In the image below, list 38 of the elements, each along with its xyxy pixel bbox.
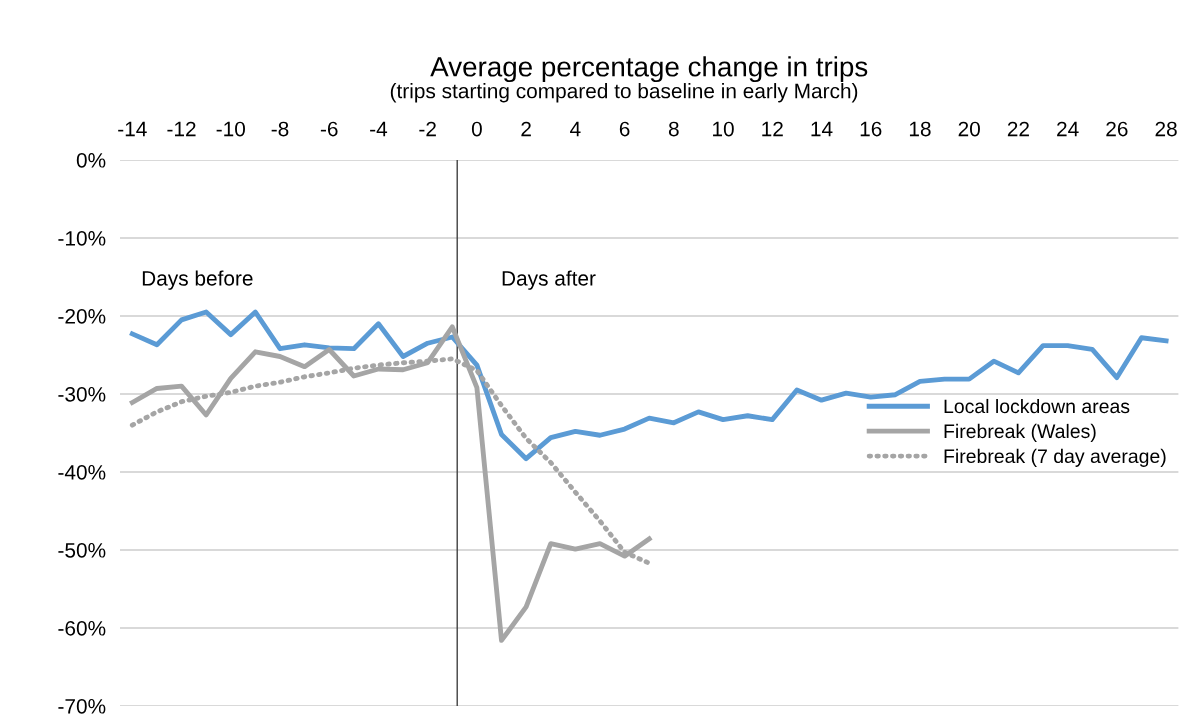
x-tick-label: -12 [167, 121, 196, 137]
x-tick-label: -6 [320, 121, 338, 137]
y-tick-label: -40% [58, 464, 106, 480]
x-tick-label: 8 [668, 121, 679, 137]
annotation: Days after [502, 270, 596, 290]
x-tick-label: 4 [570, 121, 581, 137]
x-tick-label: 14 [811, 121, 833, 137]
y-tick-label: -20% [58, 308, 106, 324]
x-tick-label: 0 [471, 121, 482, 137]
x-tick-label: -14 [118, 121, 147, 137]
chart-subtitle: (trips starting compared to baseline in early March) [390, 83, 858, 103]
x-tick-label: -10 [216, 121, 245, 137]
x-tick-label: 20 [958, 121, 980, 137]
x-tick-label: 12 [762, 121, 783, 137]
x-tick-label: 26 [1106, 121, 1128, 137]
annotation: Days before [142, 270, 253, 290]
y-tick-label: -10% [58, 230, 106, 246]
x-tick-label: -2 [419, 121, 436, 137]
y-tick-label: 0% [76, 152, 106, 168]
y-tick-label: -50% [58, 542, 106, 558]
x-tick-label: -4 [370, 121, 388, 137]
line-series [129, 324, 652, 643]
legend-label: Local lockdown areas [944, 398, 1130, 414]
y-tick-label: -30% [58, 386, 106, 402]
x-tick-label: 22 [1007, 121, 1029, 137]
legend-label: Firebreak (7 day average) [944, 448, 1166, 467]
chart-title: Average percentage change in trips [430, 56, 868, 83]
x-tick-label: 6 [619, 121, 630, 137]
x-tick-label: 24 [1057, 121, 1079, 137]
legend-label: Firebreak (Wales) [944, 423, 1096, 442]
x-tick-label: 2 [521, 121, 531, 137]
x-tick-label: 10 [713, 121, 734, 137]
x-tick-label: 28 [1155, 121, 1177, 137]
x-tick-label: -8 [271, 121, 289, 137]
x-tick-label: 18 [909, 121, 931, 137]
y-tick-label: -70% [58, 698, 106, 714]
x-tick-label: 16 [860, 121, 882, 137]
y-tick-label: -60% [58, 620, 106, 636]
